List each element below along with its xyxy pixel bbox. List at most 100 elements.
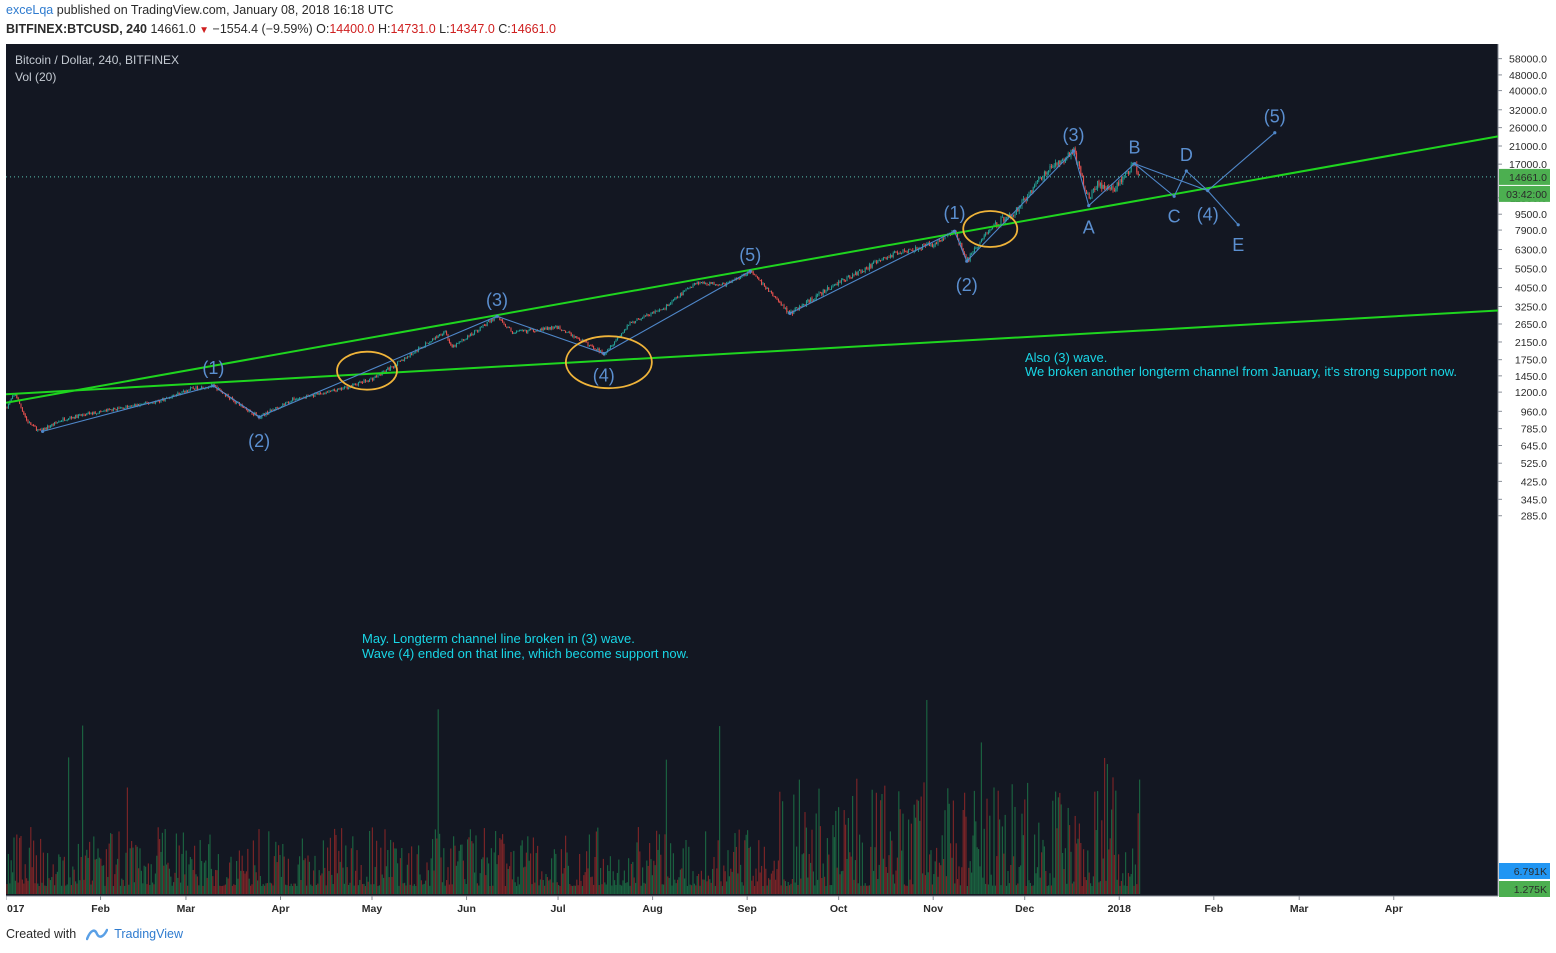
volume-bar xyxy=(217,854,219,894)
volume-bar xyxy=(836,867,838,894)
candle-body xyxy=(875,261,877,264)
author-link[interactable]: exceLqa xyxy=(6,3,54,17)
candle-body xyxy=(341,387,343,390)
candle-body xyxy=(665,304,667,310)
volume-bar xyxy=(328,870,330,894)
volume-bar xyxy=(1069,825,1071,894)
volume-bar xyxy=(1091,885,1093,894)
wave-point xyxy=(41,429,45,433)
volume-bar xyxy=(1048,885,1050,894)
volume-bar xyxy=(748,847,750,894)
candle-body xyxy=(68,418,70,420)
volume-bar xyxy=(1006,885,1008,894)
candle-body xyxy=(784,307,786,309)
volume-bar xyxy=(643,882,645,894)
wave-point xyxy=(602,351,606,356)
time-tick-label: Aug xyxy=(642,903,662,915)
volume-bar xyxy=(607,865,609,894)
candle-body xyxy=(444,331,446,333)
volume-bar xyxy=(940,865,942,894)
candle-body xyxy=(233,399,235,402)
candle-body xyxy=(783,304,785,309)
volume-bar xyxy=(385,866,387,894)
volume-bar xyxy=(341,828,343,894)
time-axis[interactable]: 017 Feb Mar Apr May Jun Jul Aug Sep Oct Nov Dec 2018… xyxy=(6,896,1403,915)
volume-bar xyxy=(800,878,802,894)
volume-bar xyxy=(1041,852,1043,894)
volume-bar xyxy=(1076,843,1078,894)
price-tick-label: 4050.0 xyxy=(1515,283,1547,295)
volume-bar xyxy=(236,860,238,894)
candle-body xyxy=(262,413,264,416)
volume-bar xyxy=(1066,883,1068,894)
candle-body xyxy=(871,263,873,268)
volume-bars xyxy=(6,699,1141,894)
volume-bar xyxy=(962,809,964,894)
chart-frame[interactable]: (1) (2) (3) (4) (5) (1) (2) (3) A B C D (4) E (5) May.… xyxy=(6,44,1550,916)
candle-body xyxy=(454,344,456,347)
volume-bar xyxy=(306,885,308,894)
volume-bar xyxy=(231,885,233,894)
volume-bar xyxy=(248,878,250,894)
candle-body xyxy=(712,282,714,284)
candle-body xyxy=(65,420,67,421)
volume-bar xyxy=(139,848,141,894)
candle-body xyxy=(91,412,93,415)
volume-bar xyxy=(1007,871,1009,894)
may-breakout-circle xyxy=(336,350,398,391)
volume-bar xyxy=(516,885,518,894)
candle-body xyxy=(580,340,582,342)
candle-body xyxy=(1059,160,1061,165)
volume-badge-low-label: 1.275K xyxy=(1514,884,1547,896)
volume-bar xyxy=(1080,842,1082,894)
candle-body xyxy=(944,235,946,240)
candle-body xyxy=(215,385,217,387)
candle-body xyxy=(353,383,355,385)
volume-bar xyxy=(219,885,221,894)
volume-bar xyxy=(660,854,662,894)
price-tick-label: 285.0 xyxy=(1521,511,1547,523)
candle-body xyxy=(532,328,534,332)
volume-bar xyxy=(593,884,595,894)
candle-body xyxy=(819,292,821,294)
volume-bar xyxy=(462,860,464,894)
candle-body xyxy=(194,388,196,390)
volume-bar xyxy=(469,829,471,894)
volume-bar xyxy=(791,879,793,894)
volume-bar xyxy=(87,857,89,894)
candle-body xyxy=(880,259,882,261)
candle-body xyxy=(744,274,746,276)
volume-bar xyxy=(83,879,85,894)
candle-body xyxy=(934,242,936,246)
candle-body xyxy=(357,382,359,386)
candle-body xyxy=(651,312,653,314)
volume-bar xyxy=(90,884,92,894)
price-axis[interactable]: 58000.048000.040000.032000.026000.021000… xyxy=(1498,54,1547,523)
volume-bar xyxy=(70,885,72,894)
candle-body xyxy=(866,267,868,269)
candle-body xyxy=(111,409,113,412)
candle-body xyxy=(287,401,289,403)
volume-bar xyxy=(124,885,126,894)
volume-bar xyxy=(979,866,981,894)
footer: Created with TradingView xyxy=(6,927,183,941)
candle-body xyxy=(579,338,581,341)
volume-bar xyxy=(112,885,114,894)
volume-bar xyxy=(395,848,397,894)
candle-body xyxy=(574,336,576,338)
volume-bar xyxy=(167,862,169,894)
candle-body xyxy=(961,243,963,249)
volume-bar xyxy=(937,876,939,894)
volume-bar xyxy=(475,835,477,894)
volume-bar xyxy=(360,865,362,894)
volume-bar xyxy=(899,809,901,894)
tradingview-link[interactable]: TradingView xyxy=(114,927,183,941)
candle-body xyxy=(937,239,939,244)
volume-bar xyxy=(146,884,148,894)
volume-bar xyxy=(737,873,739,894)
candle-body xyxy=(614,341,616,345)
volume-bar xyxy=(254,865,256,894)
candle-body xyxy=(584,341,586,343)
volume-bar xyxy=(873,870,875,894)
